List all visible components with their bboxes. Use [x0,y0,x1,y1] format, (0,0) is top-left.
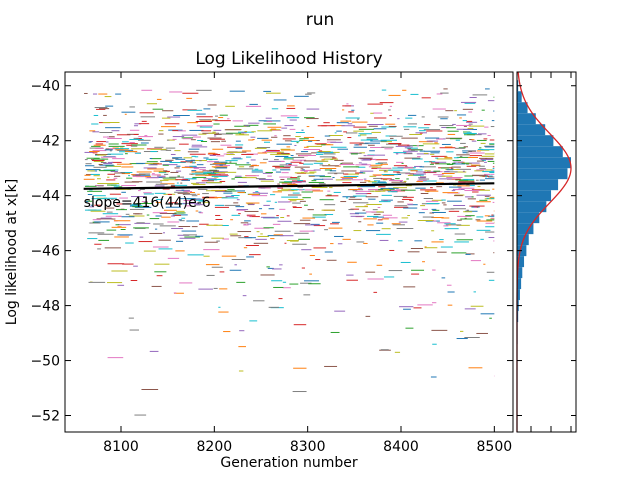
main-plot-frame [64,71,514,433]
y-tick-label: −44 [30,189,60,205]
y-axis: −40 −42 −44 −46 −48 −50 −52 [30,79,513,425]
histogram-bar [517,256,525,268]
histogram-panel [516,71,577,433]
x-axis-label: Generation number [220,455,357,471]
chain-traces [83,88,495,416]
y-tick-label: −50 [30,354,60,370]
figure-suptitle: run [306,10,335,30]
x-tick-label: 8300 [290,439,326,455]
histogram-bar [517,157,571,169]
histogram-bar [517,278,522,290]
y-axis-label: Log likelihood at x[k] [4,179,20,325]
histogram-bar [517,91,522,103]
main-plot-area: slope=416(44)e-6 8100 8200 8300 8400 8500 −4… [30,71,514,455]
x-tick-label: 8200 [197,439,233,455]
histogram-bar [517,168,568,180]
y-tick-label: −52 [30,409,60,425]
histogram-bar [517,113,536,125]
trend-annotation: slope=416(44)e-6 [84,195,211,211]
histogram-bar [517,267,523,279]
chart-title: Log Likelihood History [195,49,382,69]
histogram-bar [517,212,540,224]
histogram-bar [517,201,547,213]
histogram-bar [517,102,528,114]
histogram-bar [517,223,534,235]
histogram-bar [517,179,559,191]
histogram-bar [517,124,546,136]
x-tick-label: 8400 [383,439,419,455]
y-tick-label: −42 [30,134,60,150]
x-tick-label: 8100 [103,439,139,455]
y-tick-label: −48 [30,299,60,315]
x-tick-label: 8500 [477,439,513,455]
x-axis: 8100 8200 8300 8400 8500 [103,72,512,455]
y-tick-label: −46 [30,244,60,260]
histogram-bar [517,146,563,158]
trend-line [83,182,495,190]
y-tick-label: −40 [30,79,60,95]
histogram-bar [517,135,554,147]
histogram-bar [517,190,552,202]
histogram-bar [517,289,520,301]
histogram-ticks [517,72,576,432]
histogram-frame [516,71,577,433]
